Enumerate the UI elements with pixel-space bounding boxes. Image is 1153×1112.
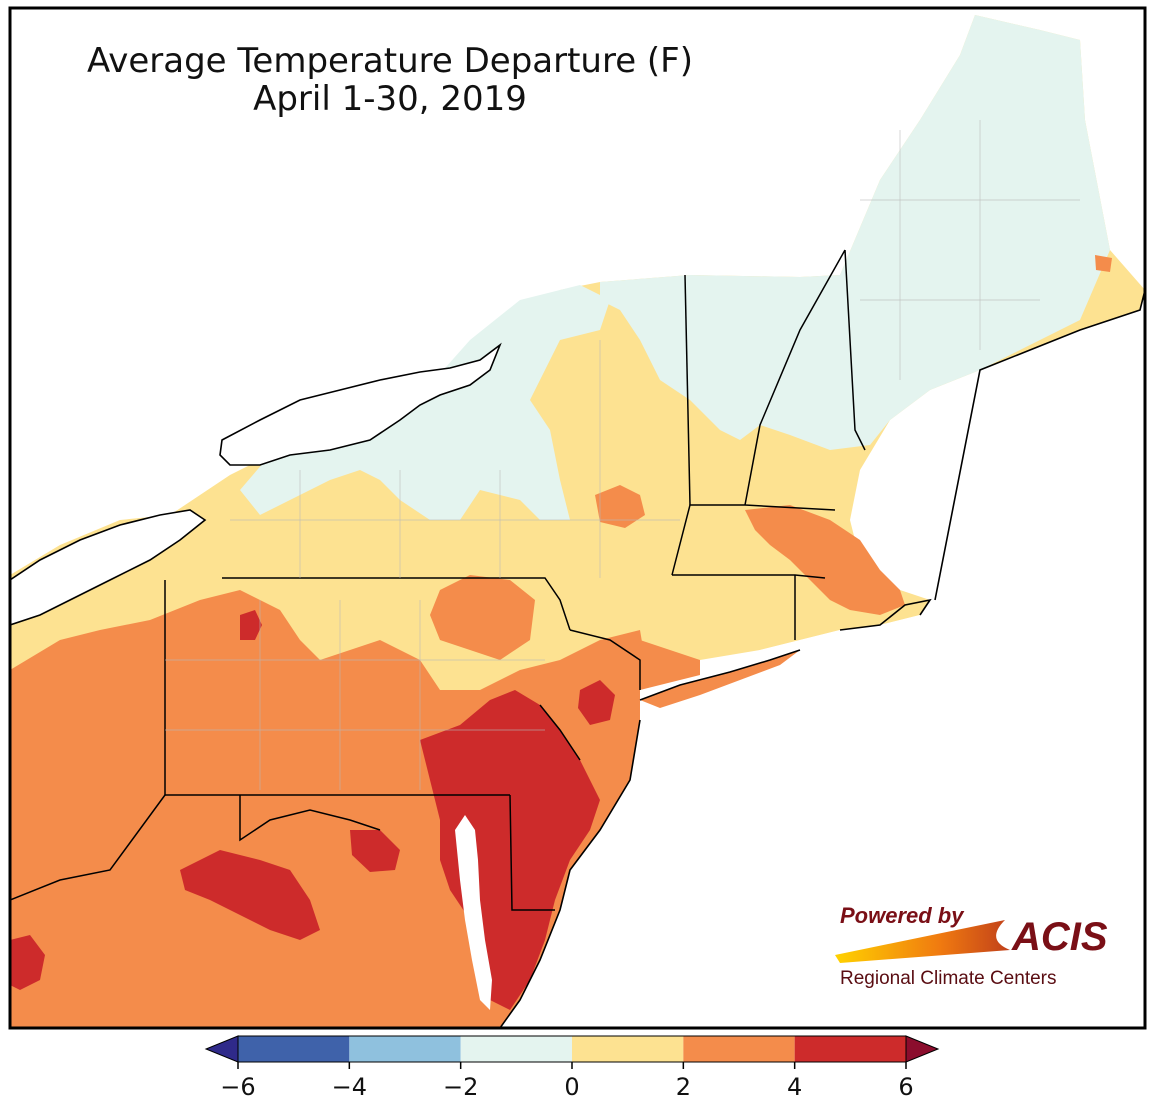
colorbar-tick-label: 6 <box>898 1073 913 1101</box>
lake-erie <box>10 510 205 625</box>
colorbar-tick-label: −4 <box>332 1073 367 1101</box>
acis-name-label: ACIS <box>1011 915 1108 959</box>
colorbar-tick-label: −6 <box>220 1073 255 1101</box>
warm-region <box>595 485 645 528</box>
colorbar-bin <box>460 1036 572 1062</box>
title-block: Average Temperature Departure (F) April … <box>87 41 693 119</box>
colorbar-bin <box>683 1036 795 1062</box>
county-borders <box>165 120 1080 790</box>
map-area <box>10 15 1145 1028</box>
atlantic-ocean <box>500 320 1145 1028</box>
title-line-2: April 1-30, 2019 <box>253 79 527 119</box>
colorbar-tick-label: 0 <box>564 1073 579 1101</box>
warm-region <box>430 575 535 660</box>
hot-region <box>420 690 600 1010</box>
chesapeake-bay <box>455 815 492 1010</box>
colorbar-over-triangle <box>905 1035 940 1063</box>
map-frame <box>8 6 1147 1030</box>
warm-region <box>745 505 905 615</box>
cool-region <box>600 15 1110 450</box>
colorbar-under-triangle <box>204 1035 239 1063</box>
hot-region <box>350 830 400 872</box>
colorbar-bin <box>238 1036 350 1062</box>
coastlines <box>10 289 1145 1028</box>
colorbar-tick-label: −2 <box>443 1073 478 1101</box>
colorbar-bin <box>349 1036 461 1062</box>
warm-region <box>1095 255 1112 272</box>
hot-region <box>10 935 45 990</box>
regional-climate-centers-label: Regional Climate Centers <box>840 968 1057 989</box>
colorbar-tick-label: 4 <box>787 1073 802 1101</box>
acis-swoosh-graphic <box>835 920 1010 963</box>
long-island <box>640 650 800 708</box>
colorbar: −6 −4 −2 0 2 4 6 <box>204 1035 940 1101</box>
acis-logo: Powered by ACIS Regional Climate Centers <box>835 903 1108 989</box>
title-line-1: Average Temperature Departure (F) <box>87 41 693 81</box>
powered-by-label: Powered by <box>840 903 965 928</box>
hot-region <box>240 610 262 640</box>
hot-region <box>578 680 615 725</box>
lake-ontario <box>220 345 500 465</box>
hot-region <box>180 850 320 940</box>
colorbar-bin <box>572 1036 684 1062</box>
colorbar-bin <box>794 1036 906 1062</box>
colorbar-tick-label: 2 <box>676 1073 691 1101</box>
state-borders <box>10 249 866 911</box>
